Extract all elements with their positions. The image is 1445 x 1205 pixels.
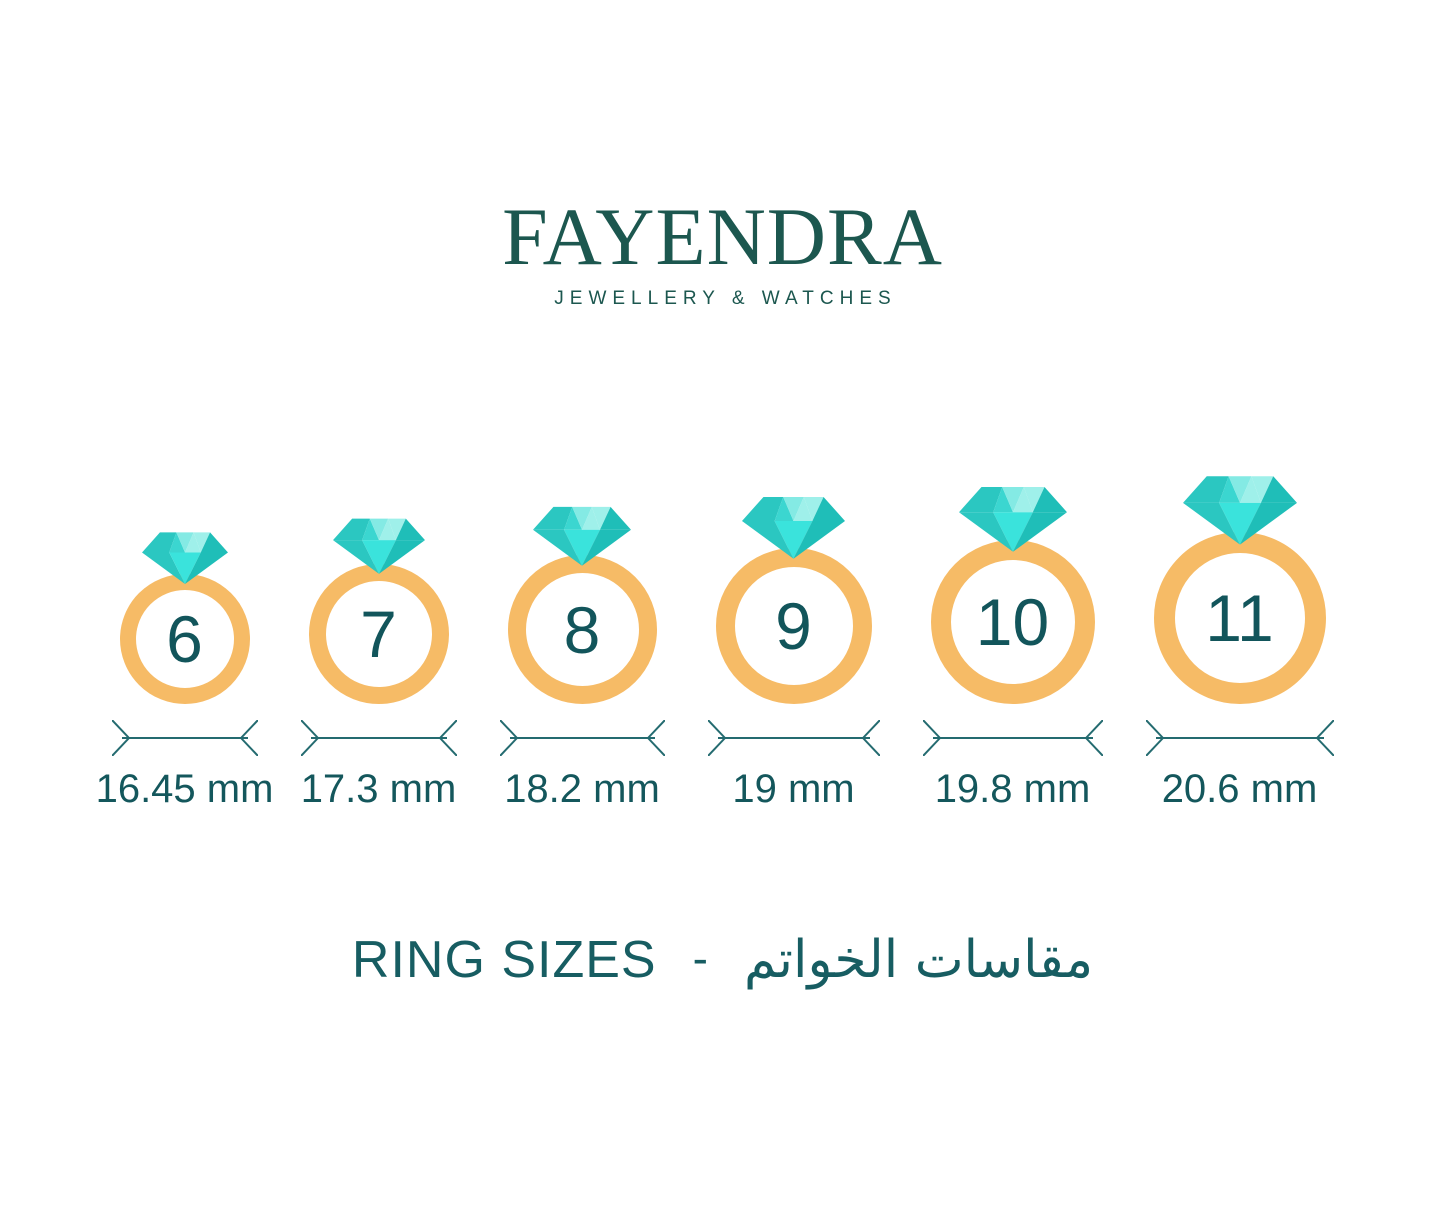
page-title-english: RING SIZES (351, 931, 657, 989)
ring-size-number: 10 (975, 585, 1050, 659)
brand-header: FAYENDRA JEWELLERY & WATCHES (0, 196, 1445, 310)
ring-band-icon: 8 (507, 555, 657, 704)
ring-band-icon: 9 (715, 548, 872, 704)
title-separator: - (692, 932, 708, 984)
ring-band-icon: 10 (930, 540, 1095, 704)
ring-diameter-label: 19 mm (732, 767, 855, 811)
ring-band-icon: 6 (119, 574, 250, 704)
ring-size-number: 9 (775, 589, 812, 663)
diameter-measure-arrow-icon (499, 720, 665, 756)
ring-size-item: 8 18.2 mm (499, 505, 665, 812)
diamond-icon (1182, 476, 1297, 545)
page-title-arabic: مقاسات الخواتم (743, 930, 1094, 990)
ring-size-item: 9 19 mm (707, 495, 880, 812)
brand-tagline: JEWELLERY & WATCHES (554, 288, 897, 309)
diamond-icon (742, 496, 845, 559)
ring-size-number: 7 (360, 597, 397, 671)
ring-size-chart: 6 16.45 mm 7 17.3 mm (0, 472, 1445, 812)
ring-size-item: 10 19.8 mm (922, 485, 1103, 812)
diamond-icon (958, 487, 1067, 552)
diamond-icon (141, 532, 228, 584)
ring-size-number: 11 (1205, 581, 1274, 655)
ring-band-icon: 11 (1153, 532, 1326, 704)
ring-size-item: 11 20.6 mm (1145, 474, 1334, 812)
diameter-measure-arrow-icon (707, 720, 880, 756)
ring-diameter-label: 17.3 mm (300, 767, 457, 811)
diamond-icon (332, 518, 425, 574)
ring-size-item: 6 16.45 mm (96, 531, 273, 812)
ring-diameter-label: 19.8 mm (934, 767, 1091, 811)
ring-size-number: 6 (166, 602, 203, 676)
ring-diameter-label: 20.6 mm (1161, 767, 1318, 811)
ring-size-number: 8 (563, 592, 601, 667)
ring-diameter-label: 18.2 mm (504, 767, 660, 811)
diameter-measure-arrow-icon (111, 720, 258, 756)
diameter-measure-arrow-icon (922, 720, 1103, 756)
ring-size-item: 7 17.3 mm (300, 517, 457, 812)
diamond-icon (533, 506, 631, 566)
page-title: RING SIZES - مقاسات الخواتم (0, 930, 1445, 990)
diameter-measure-arrow-icon (1145, 720, 1334, 756)
brand-logo-text: FAYENDRA (502, 191, 943, 282)
ring-diameter-label: 16.45 mm (95, 767, 274, 811)
ring-band-icon: 7 (308, 564, 449, 704)
diameter-measure-arrow-icon (300, 720, 457, 756)
